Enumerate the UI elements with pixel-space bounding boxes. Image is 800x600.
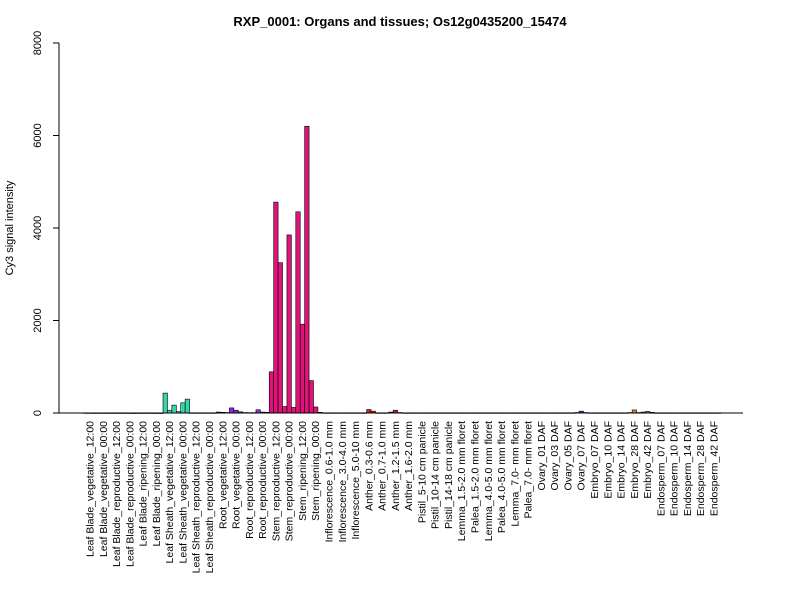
x-tick-label: Ovary_03 DAF	[549, 421, 561, 490]
x-tick-label: Stem_ripening_12:00	[297, 421, 309, 521]
x-tick-label: Leaf Blade_ripening_00:00	[151, 421, 163, 547]
x-tick-label: Palea_1.5-2.0 mm floret	[470, 421, 482, 533]
bar-11-0	[229, 407, 235, 414]
x-tick-label: Lemma_4.0-5.0 mm floret	[483, 421, 495, 541]
bars-group	[59, 125, 743, 414]
x-tick-label: Leaf Sheath_vegetative_12:00	[164, 421, 176, 564]
x-tick-label: Leaf Blade_vegetative_00:00	[98, 421, 110, 557]
bar-14-2	[277, 262, 283, 414]
x-tick-label: Leaf Sheath_reproductive_00:00	[204, 421, 216, 574]
x-tick-label: Root_reproductive_00:00	[257, 421, 269, 539]
x-tick-label: Root_vegetative_12:00	[217, 421, 229, 529]
bar-6-2	[171, 404, 177, 414]
bar-14-1	[273, 201, 279, 414]
x-tick-label: Palea_4.0-5.0 mm floret	[496, 421, 508, 533]
x-tick-label: Root_reproductive_12:00	[244, 421, 256, 539]
x-tick-label: Endosperm_10 DAF	[669, 421, 681, 516]
x-tick-label: Leaf Sheath_vegetative_00:00	[177, 421, 189, 564]
bar-16-1	[299, 323, 305, 414]
x-tick-label: Ovary_01 DAF	[536, 421, 548, 490]
y-axis-label: Cy3 signal intensity	[4, 180, 16, 275]
x-tick-label: Anther_0.7-1.0 mm	[377, 421, 389, 511]
chart-title: RXP_0001: Organs and tissues; Os12g04352…	[233, 14, 567, 29]
x-tick-label: Stem_reproductive_00:00	[284, 421, 296, 541]
x-tick-label: Embryo_42 DAF	[642, 421, 654, 499]
x-tick-label: Anther_0.3-0.6 mm	[363, 421, 375, 511]
x-tick-label: Endosperm_28 DAF	[695, 421, 707, 516]
bar-21-1	[366, 409, 372, 414]
x-tick-label: Leaf Sheath_reproductive_12:00	[191, 421, 203, 574]
x-tick-label: Stem_ripening_00:00	[310, 421, 322, 521]
bar-7-2	[184, 398, 190, 414]
bar-6-0	[162, 392, 168, 414]
y-tick-label: 6000	[32, 123, 44, 147]
x-tick-label: Root_vegetative_00:00	[231, 421, 243, 529]
x-tick-label: Lemma_7.0- mm floret	[509, 421, 521, 527]
bar-14-0	[268, 371, 274, 414]
bar-15-2	[291, 407, 297, 414]
y-tick-label: 8000	[32, 31, 44, 55]
bar-7-1	[180, 402, 186, 414]
x-tick-label: Anther_1.6-2.0 mm	[403, 421, 415, 511]
bar-15-1	[286, 234, 292, 414]
x-tick-label: Embryo_10 DAF	[602, 421, 614, 499]
x-tick-label: Ovary_07 DAF	[576, 421, 588, 490]
x-axis-labels: Leaf Blade_vegetative_12:00 Leaf Blade_ve…	[85, 421, 721, 574]
bar-15-0	[282, 406, 288, 414]
x-tick-label: Leaf Blade_reproductive_00:00	[124, 421, 136, 567]
x-tick-label: Inflorescence_0.6-1.0 mm	[323, 421, 335, 543]
y-tick-label: 4000	[32, 216, 44, 240]
x-tick-label: Ovary_05 DAF	[562, 421, 574, 490]
x-tick-label: Embryo_28 DAF	[629, 421, 641, 499]
x-tick-label: Leaf Blade_ripening_12:00	[138, 421, 150, 547]
x-tick-label: Leaf Blade_reproductive_12:00	[111, 421, 123, 567]
x-tick-label: Embryo_14 DAF	[616, 421, 628, 499]
x-tick-label: Endosperm_14 DAF	[682, 421, 694, 516]
y-axis: 0 2000 4000 6000 8000	[32, 31, 60, 416]
x-tick-label: Endosperm_07 DAF	[655, 421, 667, 516]
x-tick-label: Anther_1.2-1.5 mm	[390, 421, 402, 511]
x-tick-label: Pistil_10-14 cm panicle	[430, 421, 442, 529]
bar-16-0	[295, 211, 301, 414]
x-tick-label: Palea_7.0- mm floret	[523, 421, 535, 519]
x-tick-label: Embryo_07 DAF	[589, 421, 601, 499]
x-tick-label: Lemma_1.5-2.0 mm floret	[456, 421, 468, 541]
bar-16-2	[304, 125, 310, 414]
x-tick-label: Endosperm_42 DAF	[709, 421, 721, 516]
y-tick-label: 2000	[32, 308, 44, 332]
x-tick-label: Stem_reproductive_12:00	[270, 421, 282, 541]
x-tick-label: Inflorescence_5.0-10 mm	[350, 421, 362, 540]
y-tick-label: 0	[32, 410, 44, 416]
bar-17-1	[313, 406, 319, 414]
bar-17-0	[308, 380, 314, 414]
x-tick-label: Pistil_5-10 cm panicle	[416, 421, 428, 523]
x-tick-label: Inflorescence_3.0-4.0 mm	[337, 421, 349, 543]
x-tick-label: Leaf Blade_vegetative_12:00	[85, 421, 97, 557]
x-tick-label: Pistil_14-18 cm panicle	[443, 421, 455, 529]
